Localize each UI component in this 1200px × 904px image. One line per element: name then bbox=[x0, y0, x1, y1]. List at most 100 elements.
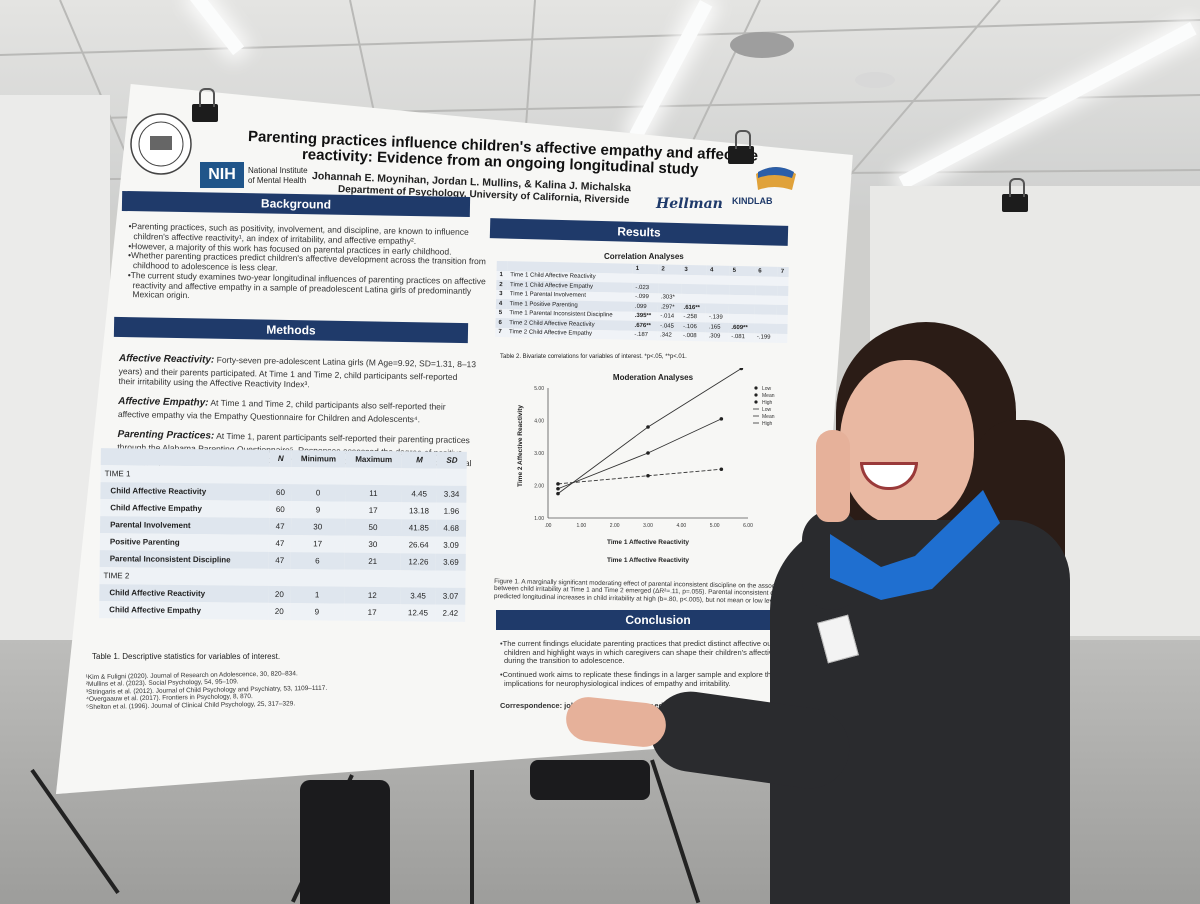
table-cell: 60 bbox=[275, 504, 285, 515]
legend-label: Mean bbox=[762, 393, 775, 399]
table-cell: 60 bbox=[275, 487, 285, 498]
table-cell: TIME 1 bbox=[104, 469, 131, 479]
table-cell bbox=[681, 293, 707, 303]
table-cell: 4 bbox=[498, 300, 503, 307]
table-cell: 3.69 bbox=[443, 557, 459, 567]
chart-point bbox=[646, 473, 650, 478]
table-cell: 3.09 bbox=[443, 540, 459, 550]
ceiling-speaker bbox=[730, 32, 794, 58]
table-cell: .297* bbox=[660, 304, 675, 311]
table-cell: 21 bbox=[368, 556, 378, 566]
table-cell: 6 bbox=[758, 268, 762, 275]
table-cell: -.106 bbox=[683, 323, 697, 330]
methods-heading: Methods bbox=[113, 316, 469, 344]
nih-name: National Institute bbox=[248, 166, 308, 175]
table-header-cell: Minimum bbox=[300, 454, 337, 464]
table-cell: -.187 bbox=[634, 332, 649, 339]
table-cell: .303* bbox=[660, 294, 675, 301]
table-cell: 2 bbox=[661, 266, 665, 273]
chart-y-tick-label: 4.00 bbox=[534, 419, 544, 425]
table-cell: 47 bbox=[275, 521, 285, 532]
nih-logo: NIH bbox=[200, 162, 244, 188]
table-cell: .395** bbox=[634, 313, 652, 320]
legend-marker bbox=[754, 386, 758, 390]
conclusion-line: children and highlight ways in which car… bbox=[504, 647, 816, 657]
university-seal bbox=[130, 113, 192, 175]
chart-point bbox=[556, 486, 560, 491]
table-cell bbox=[729, 285, 755, 295]
table-cell: -.258 bbox=[683, 314, 698, 321]
table-cell bbox=[754, 323, 777, 333]
table-cell: 3.07 bbox=[442, 591, 459, 601]
table-cell bbox=[632, 273, 658, 283]
table-cell: -.139 bbox=[708, 314, 723, 321]
table-cell bbox=[497, 261, 508, 271]
chart-point bbox=[719, 417, 724, 421]
table-cell: 3 bbox=[499, 291, 503, 298]
chart-point bbox=[719, 467, 724, 472]
table-cell: 26.64 bbox=[408, 540, 429, 550]
table-cell bbox=[729, 275, 755, 285]
chart-series-line-high bbox=[557, 368, 742, 494]
table-cell: 30 bbox=[313, 522, 323, 532]
conclusion-line: •The current findings elucidate parentin… bbox=[500, 639, 804, 648]
table-header-cell bbox=[101, 448, 271, 467]
table-cell bbox=[777, 295, 788, 305]
chart-series-line-mean bbox=[557, 418, 722, 490]
table-cell bbox=[755, 295, 778, 305]
table-cell: 17 bbox=[367, 607, 377, 617]
table-cell bbox=[729, 313, 755, 323]
table-cell: .165 bbox=[708, 324, 721, 331]
conclusion-line: during the transition to adolescence. bbox=[504, 656, 625, 666]
table-row: Child Affective Empathy 20 9 17 12.45 2.42 bbox=[99, 601, 466, 622]
binder-clip bbox=[1002, 178, 1028, 212]
chart-y-tick-label: 3.00 bbox=[534, 451, 544, 457]
table-cell bbox=[401, 570, 436, 587]
references: ¹Kim & Fuligni (2020). Journal of Resear… bbox=[86, 670, 328, 712]
table-cell: Positive Parenting bbox=[109, 537, 180, 547]
table-cell bbox=[777, 314, 788, 324]
table-header-cell: Maximum bbox=[355, 454, 393, 465]
table-cell: 1 bbox=[635, 265, 640, 272]
table-cell: 0 bbox=[315, 488, 321, 498]
chart-x-tick-label: 4.00 bbox=[676, 523, 686, 529]
table-cell: TIME 2 bbox=[103, 571, 130, 581]
conclusion-heading: Conclusion bbox=[496, 610, 820, 630]
table-cell bbox=[755, 285, 778, 295]
table-cell: .342 bbox=[659, 332, 672, 339]
table-cell: 11 bbox=[369, 488, 378, 498]
table-cell: -.014 bbox=[660, 313, 675, 320]
moderation-chart: Moderation Analyses Time 2 Affective Rea… bbox=[517, 368, 775, 564]
chart-x-tick-label: 6.00 bbox=[743, 523, 753, 529]
conclusion-text: •The current findings elucidate parentin… bbox=[500, 639, 815, 711]
chart-y-tick-label: 2.00 bbox=[534, 484, 544, 490]
table-cell: -.081 bbox=[731, 334, 745, 341]
table-cell bbox=[777, 324, 788, 334]
descriptive-stats-table: N Minimum Maximum M SD TIME 1 Child Affective … bbox=[99, 448, 467, 622]
table-header-cell: SD bbox=[446, 455, 458, 465]
table-cell bbox=[707, 284, 730, 294]
table-cell: 1 bbox=[314, 590, 320, 600]
legend-label: High bbox=[762, 400, 773, 406]
table-cell bbox=[776, 333, 787, 343]
table-cell: -.099 bbox=[635, 294, 649, 301]
table-cell: 47 bbox=[275, 555, 285, 566]
table-cell: 5 bbox=[732, 267, 737, 274]
binder-clip bbox=[192, 88, 218, 122]
table-cell: .099 bbox=[634, 303, 647, 310]
table-cell: 13.18 bbox=[408, 506, 430, 516]
table-cell: 9 bbox=[314, 607, 320, 617]
table-cell bbox=[291, 467, 345, 485]
table-cell bbox=[269, 569, 290, 586]
chart-x-label: Time 1 Affective Reactivity bbox=[607, 539, 689, 546]
chart-point bbox=[646, 451, 650, 455]
nih-name: of Mental Health bbox=[248, 176, 307, 185]
table-cell: 2.42 bbox=[442, 608, 459, 618]
table-cell: 12.45 bbox=[407, 608, 429, 618]
legend-marker bbox=[754, 400, 758, 404]
table-cell: 1 bbox=[499, 272, 503, 279]
table-cell: .609** bbox=[731, 324, 748, 331]
table-cell: 41.85 bbox=[408, 523, 429, 533]
chart-x-tick-label: 2.00 bbox=[610, 523, 620, 529]
background-person-legs bbox=[530, 760, 650, 800]
